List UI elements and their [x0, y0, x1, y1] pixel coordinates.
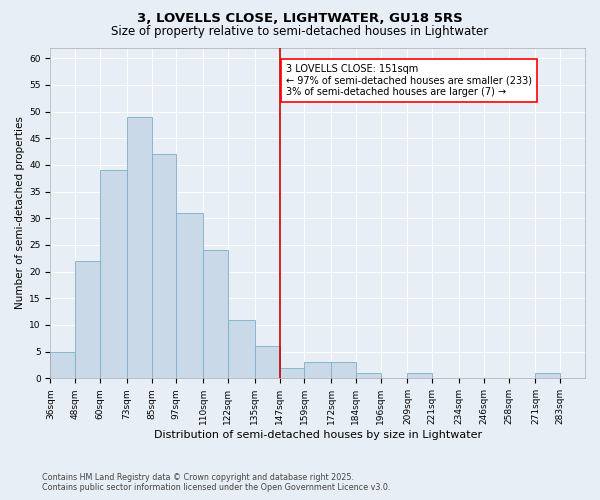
- X-axis label: Distribution of semi-detached houses by size in Lightwater: Distribution of semi-detached houses by …: [154, 430, 482, 440]
- Bar: [50, 352, 75, 378]
- Bar: [280, 368, 304, 378]
- Text: Contains HM Land Registry data © Crown copyright and database right 2025.
Contai: Contains HM Land Registry data © Crown c…: [42, 473, 391, 492]
- Bar: [75, 261, 100, 378]
- Text: Size of property relative to semi-detached houses in Lightwater: Size of property relative to semi-detach…: [112, 25, 488, 38]
- Bar: [228, 320, 255, 378]
- Y-axis label: Number of semi-detached properties: Number of semi-detached properties: [15, 116, 25, 310]
- Text: 3 LOVELLS CLOSE: 151sqm
← 97% of semi-detached houses are smaller (233)
3% of se: 3 LOVELLS CLOSE: 151sqm ← 97% of semi-de…: [286, 64, 532, 96]
- Bar: [255, 346, 280, 378]
- Bar: [407, 373, 432, 378]
- Bar: [331, 362, 356, 378]
- Bar: [152, 154, 176, 378]
- Bar: [203, 250, 228, 378]
- Bar: [535, 373, 560, 378]
- Bar: [356, 373, 380, 378]
- Bar: [100, 170, 127, 378]
- Bar: [176, 213, 203, 378]
- Text: 3, LOVELLS CLOSE, LIGHTWATER, GU18 5RS: 3, LOVELLS CLOSE, LIGHTWATER, GU18 5RS: [137, 12, 463, 26]
- Bar: [304, 362, 331, 378]
- Bar: [127, 117, 152, 378]
